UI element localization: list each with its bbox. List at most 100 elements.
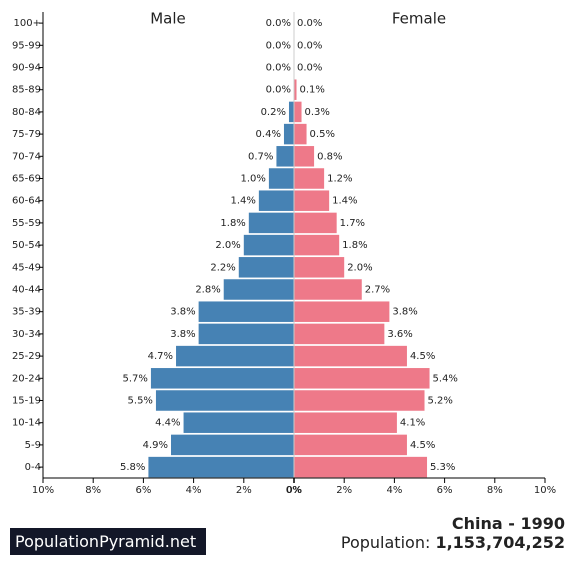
female-bar-35-39 xyxy=(294,301,390,322)
male-value-label-85-89: 0.0% xyxy=(266,85,291,96)
age-label-60-64: 60-64 xyxy=(12,196,41,207)
age-label-95-99: 95-99 xyxy=(12,40,41,51)
male-value-label-95-99: 0.0% xyxy=(266,40,291,51)
male-value-label-50-54: 2.0% xyxy=(215,240,240,251)
male-bar-75-79 xyxy=(283,123,294,145)
x-tick-label-8: 4% xyxy=(386,485,402,496)
male-bar-55-59 xyxy=(248,212,294,234)
male-value-label-25-29: 4.7% xyxy=(148,351,173,362)
x-tick-label-1: 8% xyxy=(85,485,101,496)
male-value-label-80-84: 0.2% xyxy=(261,107,286,118)
male-bar-50-54 xyxy=(243,234,294,256)
male-value-label-40-44: 2.8% xyxy=(195,285,220,296)
age-label-0-4: 0-4 xyxy=(25,462,41,473)
female-value-label-100+: 0.0% xyxy=(297,18,322,29)
male-bar-5-9 xyxy=(171,434,294,456)
male-value-label-10-14: 4.4% xyxy=(155,418,180,429)
female-value-label-55-59: 1.7% xyxy=(340,218,365,229)
female-bar-50-54 xyxy=(294,234,340,256)
female-value-label-35-39: 3.8% xyxy=(392,307,417,318)
female-bar-15-19 xyxy=(294,390,425,411)
x-tick-label-11: 10% xyxy=(534,485,556,496)
age-label-15-19: 15-19 xyxy=(12,396,41,407)
female-value-label-5-9: 4.5% xyxy=(410,440,435,451)
x-tick-label-2: 6% xyxy=(135,485,151,496)
female-bar-10-14 xyxy=(294,412,397,433)
male-bar-45-49 xyxy=(238,257,294,278)
female-bar-65-69 xyxy=(294,168,325,189)
x-tick-label-0: 10% xyxy=(32,485,54,496)
male-bar-10-14 xyxy=(183,412,294,433)
country-year-title: China - 1990 xyxy=(451,514,565,533)
female-bar-75-79 xyxy=(294,123,307,145)
male-bar-70-74 xyxy=(276,146,294,167)
age-label-90-94: 90-94 xyxy=(12,63,41,74)
male-bar-65-69 xyxy=(268,168,294,189)
female-value-label-65-69: 1.2% xyxy=(327,174,352,185)
x-tick-label-4: 2% xyxy=(236,485,252,496)
female-value-label-30-34: 3.6% xyxy=(387,329,412,340)
male-bar-40-44 xyxy=(223,279,294,300)
population-pyramid-chart: 100+ 0.0% 0.0% 95-99 0.0% 0.0% 90-94 0.0% 0.0% 85… xyxy=(12,10,556,497)
female-bar-5-9 xyxy=(294,434,407,456)
female-value-label-15-19: 5.2% xyxy=(428,396,453,407)
female-value-label-75-79: 0.5% xyxy=(310,129,335,140)
male-value-label-100+: 0.0% xyxy=(266,18,291,29)
male-bar-80-84 xyxy=(288,101,294,123)
age-label-65-69: 65-69 xyxy=(12,174,41,185)
brand-logo[interactable]: PopulationPyramid.net xyxy=(10,528,206,555)
population-value: 1,153,704,252 xyxy=(435,533,565,552)
male-value-label-0-4: 5.8% xyxy=(120,462,145,473)
female-bar-60-64 xyxy=(294,190,330,211)
labels-group: 100+ 0.0% 0.0% 95-99 0.0% 0.0% 90-94 0.0% 0.0% 85… xyxy=(12,10,458,474)
female-bar-45-49 xyxy=(294,257,345,278)
age-label-5-9: 5-9 xyxy=(25,440,41,451)
male-value-label-5-9: 4.9% xyxy=(143,440,168,451)
age-label-35-39: 35-39 xyxy=(12,307,41,318)
female-bar-20-24 xyxy=(294,368,430,389)
female-value-label-45-49: 2.0% xyxy=(347,262,372,273)
age-label-10-14: 10-14 xyxy=(12,418,41,429)
female-value-label-20-24: 5.4% xyxy=(433,373,458,384)
age-label-55-59: 55-59 xyxy=(12,218,41,229)
x-tick-label-5: 0% xyxy=(286,485,302,496)
male-bar-60-64 xyxy=(258,190,294,211)
male-bar-35-39 xyxy=(198,301,294,322)
x-tick-label-10: 8% xyxy=(487,485,503,496)
age-label-25-29: 25-29 xyxy=(12,351,41,362)
age-label-100+: 100+ xyxy=(14,18,41,29)
female-header: Female xyxy=(392,10,446,28)
age-label-20-24: 20-24 xyxy=(12,373,41,384)
male-value-label-70-74: 0.7% xyxy=(248,151,273,162)
male-value-label-35-39: 3.8% xyxy=(170,307,195,318)
female-value-label-95-99: 0.0% xyxy=(297,40,322,51)
male-header: Male xyxy=(150,10,186,28)
female-bar-55-59 xyxy=(294,212,337,234)
age-label-75-79: 75-79 xyxy=(12,129,41,140)
male-value-label-90-94: 0.0% xyxy=(266,63,291,74)
female-bar-40-44 xyxy=(294,279,362,300)
axes-group: 10% 8% 6% 4% 2% 0%0% 2% 4% 6% 8% 10% xyxy=(32,12,556,496)
female-value-label-80-84: 0.3% xyxy=(305,107,330,118)
population-total: Population: 1,153,704,252 xyxy=(341,533,565,552)
male-value-label-75-79: 0.4% xyxy=(256,129,281,140)
age-label-40-44: 40-44 xyxy=(12,285,41,296)
male-bar-20-24 xyxy=(150,368,294,389)
male-bar-25-29 xyxy=(176,345,294,367)
female-bar-0-4 xyxy=(294,456,428,478)
male-bar-15-19 xyxy=(155,390,294,411)
female-bar-80-84 xyxy=(294,101,302,123)
female-value-label-10-14: 4.1% xyxy=(400,418,425,429)
age-label-50-54: 50-54 xyxy=(12,240,41,251)
bars-group xyxy=(148,79,430,478)
female-value-label-50-54: 1.8% xyxy=(342,240,367,251)
female-bar-70-74 xyxy=(294,146,315,167)
male-value-label-55-59: 1.8% xyxy=(220,218,245,229)
age-label-80-84: 80-84 xyxy=(12,107,41,118)
population-label: Population: xyxy=(340,533,436,552)
female-bar-30-34 xyxy=(294,323,385,345)
x-tick-label-7: 2% xyxy=(336,485,352,496)
age-label-70-74: 70-74 xyxy=(12,151,41,162)
male-bar-0-4 xyxy=(148,456,294,478)
x-tick-label-3: 4% xyxy=(186,485,202,496)
